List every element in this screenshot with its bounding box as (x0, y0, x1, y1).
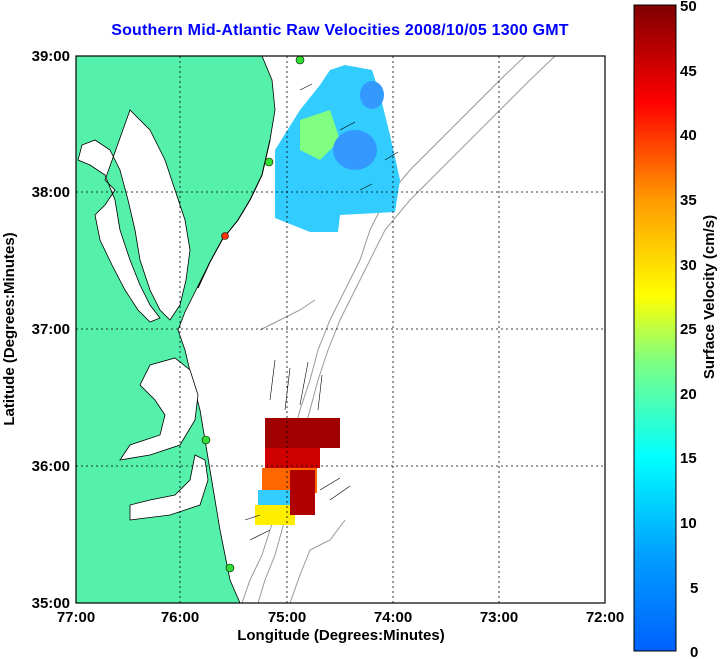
x-tick-label: 75:00 (268, 609, 306, 626)
map-title: Southern Mid-Atlantic Raw Velocities 200… (111, 22, 569, 39)
y-tick-label: 38:00 (32, 184, 70, 201)
velocity-arrows (244, 83, 399, 541)
y-tick-label: 36:00 (32, 458, 70, 475)
colorbar-tick-label: 50 (680, 0, 697, 15)
plot-frame (75, 55, 606, 604)
station-marker (225, 563, 235, 573)
x-tick-label: 73:00 (480, 609, 518, 626)
y-axis-label: Latitude (Degrees:Minutes) (1, 232, 18, 425)
station-marker (295, 56, 305, 65)
station-marker (264, 157, 274, 167)
colorbar-tick-label: 45 (680, 63, 697, 80)
y-tick-label: 37:00 (32, 321, 70, 338)
colorbar-tick-label: 35 (680, 192, 697, 209)
colorbar-tick-label: 40 (680, 127, 697, 144)
southern-velocity-field (255, 418, 340, 525)
colorbar-tick-label: 25 (680, 321, 697, 338)
colorbar-ticks: 50 45 40 35 30 25 20 15 10 5 0 (680, 0, 698, 659)
colorbar-tick-label: 10 (680, 515, 697, 532)
x-tick-label: 74:00 (374, 609, 412, 626)
x-axis-label: Longitude (Degrees:Minutes) (237, 627, 445, 644)
y-tick-labels: 39:00 38:00 37:00 36:00 35:00 (32, 48, 70, 612)
y-tick-label: 35:00 (32, 595, 70, 612)
barrier-island (197, 139, 271, 289)
grid-lines (76, 56, 605, 603)
x-tick-label: 76:00 (161, 609, 199, 626)
x-tick-label: 77:00 (57, 609, 95, 626)
bay-water (77, 109, 191, 323)
station-marker (201, 435, 211, 445)
sound-water-south (129, 454, 209, 521)
northern-velocity-field (275, 65, 400, 232)
station-marker (221, 232, 229, 240)
colorbar-label: Surface Velocity (cm/s) (701, 215, 718, 379)
y-tick-label: 39:00 (32, 48, 70, 65)
colorbar-tick-label: 20 (680, 386, 697, 403)
colorbar-tick-label: 0 (690, 644, 698, 659)
colorbar-tick-label: 30 (680, 257, 697, 274)
x-tick-label: 72:00 (586, 609, 624, 626)
sound-water (119, 357, 199, 461)
x-tick-labels: 77:00 76:00 75:00 74:00 73:00 72:00 (57, 609, 624, 626)
colorbar (633, 4, 677, 652)
colorbar-tick-label: 15 (680, 450, 697, 467)
colorbar-tick-label: 5 (690, 580, 698, 597)
